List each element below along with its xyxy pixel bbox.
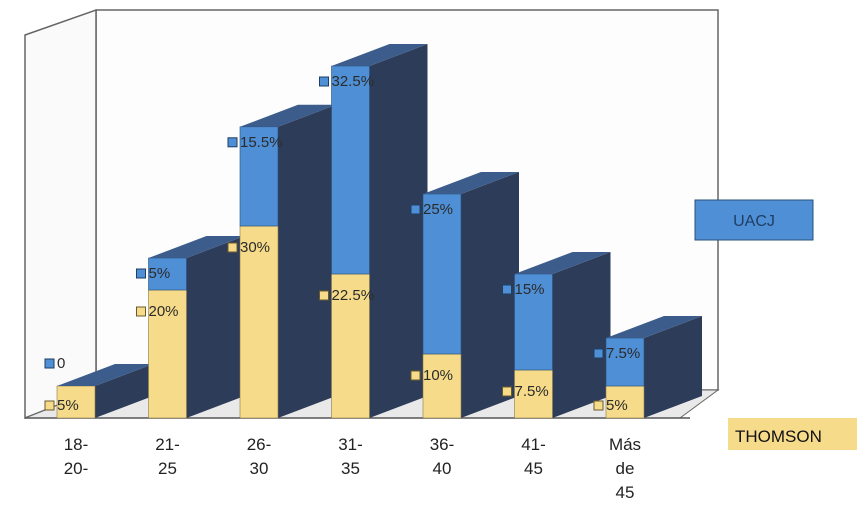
legend: UACJ THOMSON (694, 199, 857, 450)
label-marker-thomson-1 (136, 306, 146, 317)
bar-side-4 (461, 172, 519, 418)
bar-side-1 (186, 236, 245, 418)
bar-uacj-6 (605, 337, 645, 387)
data-label-thomson-6: 5% (606, 397, 628, 414)
label-marker-uacj-1 (136, 268, 146, 279)
bar-thomson-2 (239, 225, 279, 419)
x-tick-label-6-2: 45 (616, 483, 635, 502)
bar-thomson-1 (148, 289, 187, 419)
bar-side-2 (278, 104, 336, 419)
label-marker-uacj-3 (319, 76, 329, 87)
data-label-thomson-3: 22.5% (332, 287, 375, 304)
data-label-uacj-4: 25% (423, 201, 453, 218)
label-marker-uacj-5 (502, 284, 512, 295)
x-tick-label-0-0: 18- (64, 435, 89, 454)
data-label-thomson-0: 5% (57, 397, 79, 414)
data-label-thomson-1: 20% (149, 303, 179, 320)
data-label-uacj-0: 0 (57, 355, 65, 372)
x-tick-label-4-1: 40 (433, 459, 452, 478)
x-tick-label-2-0: 26- (247, 435, 272, 454)
label-marker-thomson-4 (410, 370, 421, 381)
bar-top-5 (514, 252, 611, 274)
data-label-thomson-5: 7.5% (515, 383, 549, 400)
x-tick-label-6-0: Más (609, 435, 641, 454)
label-marker-uacj-6 (593, 348, 604, 359)
label-marker-thomson-2 (227, 242, 238, 253)
data-label-uacj-5: 15% (515, 281, 545, 298)
bar-top-3 (331, 44, 428, 66)
label-marker-uacj-0 (44, 358, 55, 369)
bar-thomson-5 (514, 369, 553, 419)
x-tick-label-3-1: 35 (341, 459, 360, 478)
label-marker-thomson-3 (319, 290, 329, 301)
bar-top-6 (606, 316, 702, 338)
bar-side-6 (644, 316, 702, 418)
bar-side-3 (369, 44, 428, 418)
bar-top-0 (57, 364, 153, 386)
bar-top-1 (148, 236, 245, 258)
bar-uacj-1 (148, 257, 187, 291)
bar-uacj-3 (331, 65, 370, 275)
label-marker-uacj-2 (227, 137, 238, 148)
x-tick-label-5-0: 41- (521, 435, 546, 454)
bar-thomson-3 (331, 273, 370, 419)
x-tick-label-1-1: 25 (158, 459, 177, 478)
x-tick-label-1-0: 21- (155, 435, 180, 454)
label-marker-thomson-5 (502, 386, 512, 397)
data-label-uacj-1: 5% (149, 265, 171, 282)
data-label-uacj-6: 7.5% (606, 345, 640, 362)
bar-top-2 (240, 104, 336, 127)
label-marker-thomson-6 (593, 400, 604, 411)
data-label-layer: 5% 0 20% 5% 30% 15.5% 22.5% 32.5% 10% 25% 7.5% 15% 5… (44, 73, 640, 414)
legend-swatch-uacj (694, 199, 814, 241)
label-marker-thomson-0 (44, 400, 55, 411)
bar-thomson-6 (605, 385, 645, 419)
bar-top-4 (423, 172, 519, 194)
x-tick-label-5-1: 45 (524, 459, 543, 478)
data-label-uacj-3: 32.5% (332, 73, 375, 90)
bar-layer (56, 44, 702, 419)
bar-side-0 (95, 364, 153, 418)
x-tick-label-6-1: de (616, 459, 635, 478)
legend-label-thomson: THOMSON (735, 427, 822, 446)
data-label-thomson-4: 10% (423, 367, 453, 384)
bar-uacj-5 (514, 273, 553, 371)
label-marker-uacj-4 (410, 204, 421, 215)
legend-label-uacj: UACJ (733, 213, 775, 230)
bar-side-5 (552, 252, 611, 418)
data-label-thomson-2: 30% (240, 239, 270, 256)
x-tick-label-3-0: 31- (338, 435, 363, 454)
x-tick-label-0-1: 20- (64, 459, 89, 478)
bar-thomson-4 (422, 353, 462, 419)
x-axis: 18- 20- 21- 25 26- 30 31- 35 36- 40 41- 45 Más de 45 (64, 435, 641, 502)
data-label-uacj-2: 15.5% (240, 134, 283, 151)
legend-swatch-thomson (728, 418, 857, 450)
bar-uacj-4 (422, 193, 462, 355)
x-tick-label-4-0: 36- (430, 435, 455, 454)
x-tick-label-2-1: 30 (250, 459, 269, 478)
